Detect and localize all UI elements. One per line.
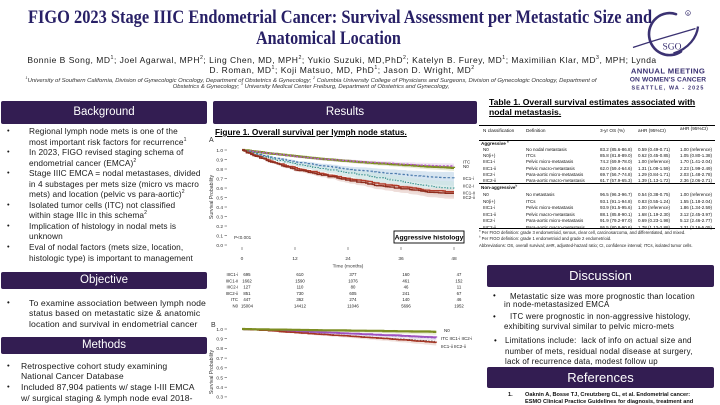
svg-text:0.7: 0.7 [216,356,223,362]
svg-text:1662: 1662 [242,278,252,283]
svg-text:0.3: 0.3 [216,395,223,401]
svg-text:851: 851 [243,291,251,296]
svg-text:0.0: 0.0 [216,243,223,249]
svg-text:461: 461 [402,278,410,283]
svg-text:0.3: 0.3 [216,214,223,220]
svg-text:IIC1-ii: IIC1-ii [463,191,475,196]
svg-text:ANNUAL MEETING: ANNUAL MEETING [631,67,705,76]
svg-text:IIIC2-i: IIIC2-i [227,285,239,290]
svg-text:SGO: SGO [662,43,681,53]
svg-text:0.8: 0.8 [216,167,223,173]
svg-text:R: R [687,12,690,16]
svg-text:N0: N0 [463,164,469,169]
svg-text:362: 362 [296,297,304,302]
svg-text:0.5: 0.5 [216,375,223,381]
svg-text:0.9: 0.9 [216,337,223,343]
svg-text:0.4: 0.4 [216,385,223,391]
svg-text:36: 36 [398,256,404,262]
svg-text:67: 67 [457,291,462,296]
svg-text:48: 48 [451,256,457,262]
svg-text:Survival Probability: Survival Probability [209,175,215,220]
svg-text:IIIC2-ii: IIIC2-ii [226,291,238,296]
svg-text:N0: N0 [444,328,450,333]
svg-text:0: 0 [241,256,244,262]
svg-text:605: 605 [349,291,357,296]
svg-text:IIC2-i: IIC2-i [463,183,474,188]
svg-text:274: 274 [349,297,357,302]
svg-text:695: 695 [243,272,251,277]
svg-text:Aggressive histology: Aggressive histology [395,235,464,242]
svg-text:110: 110 [297,285,304,290]
svg-text:IIC1-ii IIC2-ii: IIC1-ii IIC2-ii [441,344,466,349]
svg-text:140: 140 [402,297,410,302]
svg-text:IIC2-ii: IIC2-ii [463,195,475,200]
svg-text:0.8: 0.8 [216,346,223,352]
svg-text:1076: 1076 [348,278,358,283]
svg-text:14412: 14412 [294,304,307,309]
svg-text:610: 610 [296,272,304,277]
svg-text:152: 152 [455,278,463,283]
svg-text:0.2: 0.2 [216,224,223,230]
svg-text:0.1: 0.1 [216,233,223,239]
svg-text:12: 12 [292,256,298,262]
svg-text:11: 11 [457,285,462,290]
svg-text:0.6: 0.6 [216,366,223,372]
svg-text:160: 160 [402,272,410,277]
svg-text:1.0: 1.0 [216,327,223,333]
svg-text:46: 46 [457,297,462,302]
svg-text:0.9: 0.9 [216,157,223,163]
svg-text:127: 127 [243,285,251,290]
svg-text:1590: 1590 [295,278,305,283]
svg-text:IIIC1-ii: IIIC1-ii [226,278,238,283]
svg-text:Time (months): Time (months) [333,264,364,270]
svg-text:P<0.001: P<0.001 [234,235,252,240]
svg-text:1952: 1952 [454,304,464,309]
svg-text:0.7: 0.7 [216,176,223,182]
svg-text:11046: 11046 [347,304,359,309]
svg-text:15004: 15004 [241,304,254,309]
svg-text:46: 46 [404,285,409,290]
svg-text:A: A [209,137,214,144]
svg-text:80: 80 [351,285,356,290]
svg-text:SEATTLE, WA - 2025: SEATTLE, WA - 2025 [631,85,704,91]
svg-text:IIC1-i: IIC1-i [463,176,474,181]
svg-text:377: 377 [349,272,357,277]
svg-text:Survival Probability: Survival Probability [209,350,215,395]
svg-text:1.0: 1.0 [216,148,223,154]
svg-text:ITC: ITC [231,297,238,302]
svg-text:ON WOMEN'S CANCER: ON WOMEN'S CANCER [630,77,707,84]
svg-text:730: 730 [296,291,304,296]
svg-text:0.6: 0.6 [216,186,223,192]
svg-text:0.5: 0.5 [216,195,223,201]
svg-text:B: B [211,322,216,329]
svg-text:IIIC1-i: IIIC1-i [227,272,239,277]
svg-text:24: 24 [345,256,351,262]
svg-text:N0: N0 [233,304,239,309]
svg-text:241: 241 [402,291,410,296]
svg-text:ITC IIC1-i IIC2-i: ITC IIC1-i IIC2-i [441,336,472,341]
svg-text:5696: 5696 [401,304,411,309]
svg-text:447: 447 [243,297,251,302]
svg-text:47: 47 [457,272,462,277]
svg-text:ITC: ITC [463,160,471,165]
svg-text:0.4: 0.4 [216,205,223,211]
